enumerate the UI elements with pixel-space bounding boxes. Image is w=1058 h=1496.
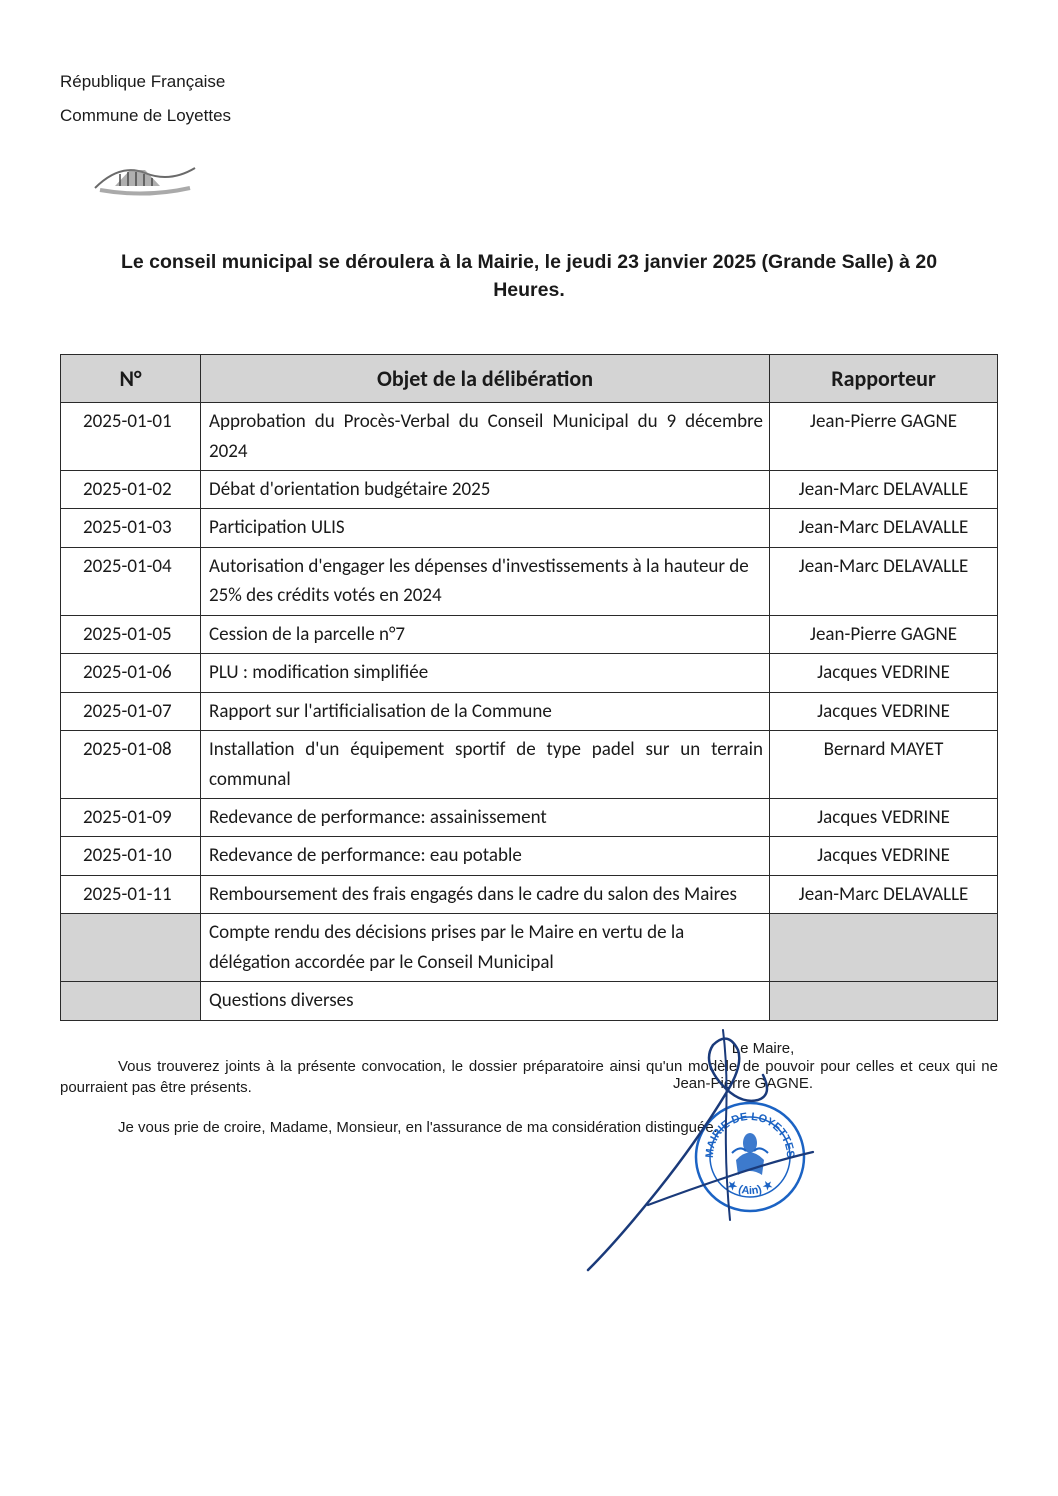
row-rapporteur: Jacques VEDRINE xyxy=(770,692,998,730)
table-row: 2025-01-09Redevance de performance: assa… xyxy=(61,798,998,836)
table-row: 2025-01-11Remboursement des frais engagé… xyxy=(61,875,998,913)
row-rapporteur: Jean-Marc DELAVALLE xyxy=(770,471,998,509)
row-objet: PLU : modification simplifiée xyxy=(201,654,770,692)
row-objet: Compte rendu des décisions prises par le… xyxy=(201,914,770,982)
agenda-table: N° Objet de la délibération Rapporteur 2… xyxy=(60,354,998,1020)
row-objet: Questions diverses xyxy=(201,982,770,1020)
table-row: 2025-01-07Rapport sur l'artificialisatio… xyxy=(61,692,998,730)
row-number: 2025-01-11 xyxy=(61,875,201,913)
row-rapporteur: Jean-Pierre GAGNE xyxy=(770,403,998,471)
row-number xyxy=(61,982,201,1020)
row-objet: Redevance de performance: eau potable xyxy=(201,837,770,875)
post-paragraph-2: Je vous prie de croire, Madame, Monsieur… xyxy=(60,1117,998,1139)
row-rapporteur: Jacques VEDRINE xyxy=(770,798,998,836)
signature-name: Jean-Pierre GAGNE. xyxy=(578,1075,908,1092)
table-row: 2025-01-02Débat d'orientation budgétaire… xyxy=(61,471,998,509)
row-objet: Rapport sur l'artificialisation de la Co… xyxy=(201,692,770,730)
table-row: 2025-01-05Cession de la parcelle n°7Jean… xyxy=(61,615,998,653)
row-number: 2025-01-04 xyxy=(61,547,201,615)
row-rapporteur: Bernard MAYET xyxy=(770,731,998,799)
signature-block: Le Maire, Jean-Pierre GAGNE. MAIRIE DE L… xyxy=(608,1040,908,1092)
row-number: 2025-01-05 xyxy=(61,615,201,653)
row-number: 2025-01-08 xyxy=(61,731,201,799)
table-row: 2025-01-06PLU : modification simplifiéeJ… xyxy=(61,654,998,692)
table-row: 2025-01-01Approbation du Procès-Verbal d… xyxy=(61,403,998,471)
table-row: 2025-01-08Installation d'un équipement s… xyxy=(61,731,998,799)
table-row: Compte rendu des décisions prises par le… xyxy=(61,914,998,982)
svg-text:★ (Ain) ★: ★ (Ain) ★ xyxy=(725,1178,776,1197)
row-rapporteur: Jacques VEDRINE xyxy=(770,837,998,875)
row-number: 2025-01-09 xyxy=(61,798,201,836)
row-number: 2025-01-01 xyxy=(61,403,201,471)
document-page: République Française Commune de Loyettes… xyxy=(0,0,1058,1197)
row-objet: Remboursement des frais engagés dans le … xyxy=(201,875,770,913)
row-objet: Autorisation d'engager les dépenses d'in… xyxy=(201,547,770,615)
row-objet: Approbation du Procès-Verbal du Conseil … xyxy=(201,403,770,471)
row-rapporteur: Jean-Marc DELAVALLE xyxy=(770,547,998,615)
row-objet: Installation d'un équipement sportif de … xyxy=(201,731,770,799)
table-row: 2025-01-03Participation ULISJean-Marc DE… xyxy=(61,509,998,547)
row-number xyxy=(61,914,201,982)
row-number: 2025-01-10 xyxy=(61,837,201,875)
row-objet: Redevance de performance: assainissement xyxy=(201,798,770,836)
row-rapporteur: Jacques VEDRINE xyxy=(770,654,998,692)
row-objet: Participation ULIS xyxy=(201,509,770,547)
row-number: 2025-01-07 xyxy=(61,692,201,730)
republic-line: République Française xyxy=(60,70,998,94)
col-header-rapporteur: Rapporteur xyxy=(770,355,998,403)
official-stamp-icon: MAIRIE DE LOYETTES ★ (Ain) ★ xyxy=(693,1100,808,1215)
row-number: 2025-01-02 xyxy=(61,471,201,509)
row-objet: Cession de la parcelle n°7 xyxy=(201,615,770,653)
row-rapporteur xyxy=(770,914,998,982)
row-rapporteur xyxy=(770,982,998,1020)
col-header-number: N° xyxy=(61,355,201,403)
row-objet: Débat d'orientation budgétaire 2025 xyxy=(201,471,770,509)
col-header-objet: Objet de la délibération xyxy=(201,355,770,403)
row-rapporteur: Jean-Pierre GAGNE xyxy=(770,615,998,653)
commune-line: Commune de Loyettes xyxy=(60,104,998,128)
commune-logo xyxy=(90,148,200,203)
table-row: 2025-01-04Autorisation d'engager les dép… xyxy=(61,547,998,615)
row-rapporteur: Jean-Marc DELAVALLE xyxy=(770,509,998,547)
row-number: 2025-01-06 xyxy=(61,654,201,692)
row-rapporteur: Jean-Marc DELAVALLE xyxy=(770,875,998,913)
meeting-title: Le conseil municipal se déroulera à la M… xyxy=(120,248,938,305)
table-row: Questions diverses xyxy=(61,982,998,1020)
table-row: 2025-01-10Redevance de performance: eau … xyxy=(61,837,998,875)
row-number: 2025-01-03 xyxy=(61,509,201,547)
signature-role: Le Maire, xyxy=(618,1040,908,1057)
